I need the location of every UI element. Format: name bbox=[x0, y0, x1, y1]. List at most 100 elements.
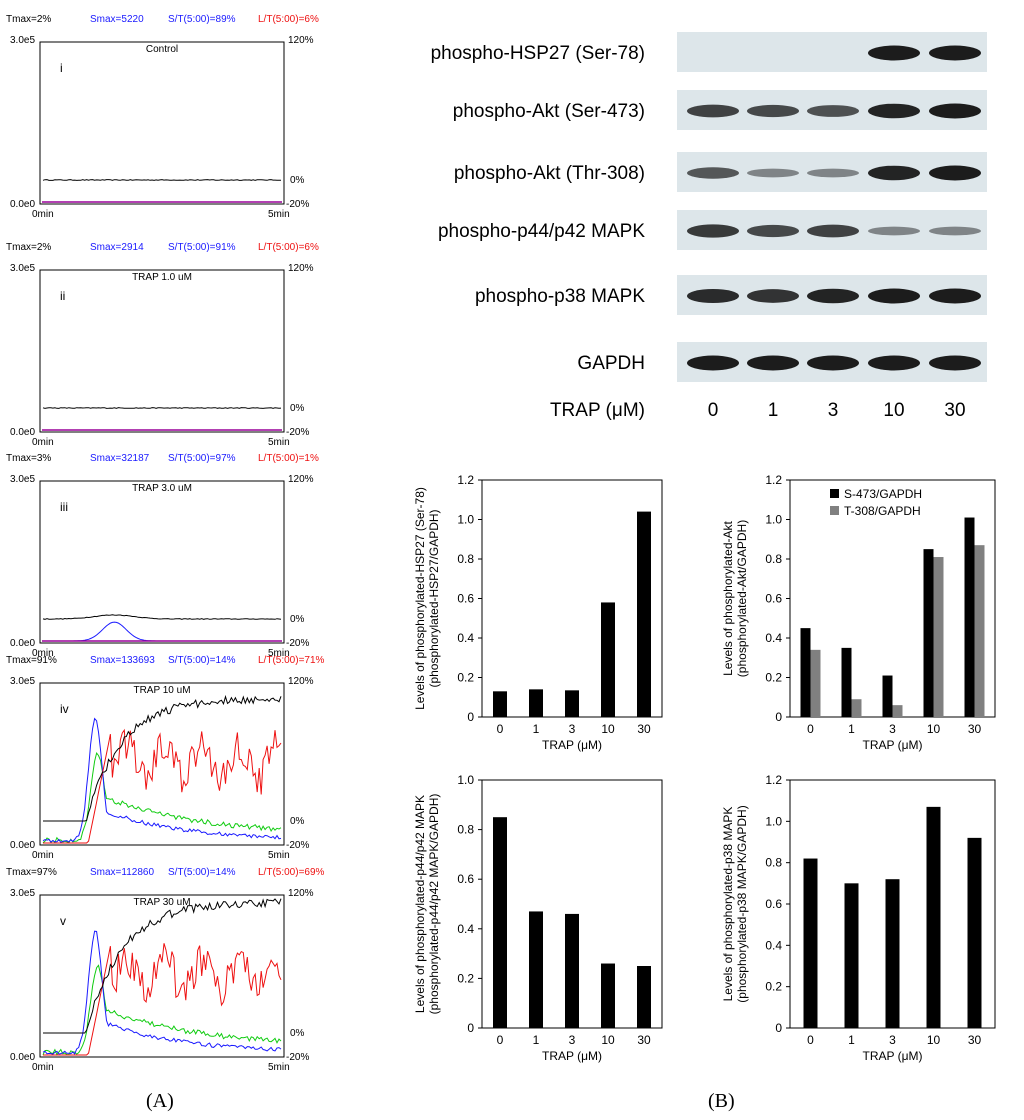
chart2-xlabel: TRAP (μM) bbox=[862, 738, 922, 752]
chart1-frame bbox=[481, 479, 663, 718]
agg-trace-red-5 bbox=[43, 943, 282, 1056]
blot-band-4-3 bbox=[807, 224, 859, 238]
chart3-xtick-1: 0 bbox=[497, 1033, 504, 1047]
agg-frame-2 bbox=[39, 269, 285, 433]
chart3-xtick-3: 3 bbox=[569, 1033, 576, 1047]
chart4-ytick-4: 0.6 bbox=[765, 897, 782, 911]
agg-rtop-2: 120% bbox=[288, 263, 314, 274]
chart3-ytick-6: 1.0 bbox=[457, 773, 474, 787]
chart3-ylabel-1: Levels of phosphorylated-p44/p42 MAPK bbox=[413, 795, 427, 1013]
chart2-bar-T-308/GAPDH-4 bbox=[933, 557, 944, 717]
agg-st-4: S/T(5:00)=14% bbox=[168, 655, 236, 666]
chart4-xtick-3: 3 bbox=[889, 1033, 896, 1047]
blot-band-3-1 bbox=[687, 167, 739, 179]
blot-label-3: phospho-Akt (Thr-308) bbox=[454, 163, 645, 184]
blot-conc-4: 10 bbox=[883, 400, 904, 421]
chart4-ytick-1: 0 bbox=[775, 1021, 782, 1035]
chart2-bar-S-473/GAPDH-5 bbox=[964, 517, 975, 717]
agg-trace-blue-4 bbox=[42, 717, 282, 844]
chart1-xtick-1: 0 bbox=[497, 722, 504, 736]
agg-rzero-1: 0% bbox=[290, 175, 305, 186]
blot-band-6-2 bbox=[747, 355, 799, 371]
agg-rtop-4: 120% bbox=[288, 676, 314, 687]
chart4-bar-5 bbox=[967, 837, 982, 1028]
blot-conc-2: 1 bbox=[768, 400, 779, 421]
blot-band-2-3 bbox=[807, 105, 859, 117]
chart4-xtick-4: 10 bbox=[927, 1033, 941, 1047]
agg-title-1: Control bbox=[146, 44, 178, 55]
agg-xstart-4: 0min bbox=[32, 850, 54, 861]
blot-band-6-5 bbox=[929, 355, 981, 371]
chart4-ytick-2: 0.2 bbox=[765, 980, 782, 994]
agg-roman-1: i bbox=[60, 61, 63, 75]
agg-lt-4: L/T(5:00)=71% bbox=[258, 655, 325, 666]
blot-band-6-3 bbox=[807, 355, 859, 371]
blot-conc-3: 3 bbox=[828, 400, 839, 421]
agg-st-2: S/T(5:00)=91% bbox=[168, 242, 236, 253]
agg-trace-black-1 bbox=[42, 179, 282, 181]
agg-rzero-4: 0% bbox=[290, 816, 305, 827]
blot-trap-label: TRAP (μM) bbox=[550, 400, 645, 421]
blot-band-4-1 bbox=[687, 224, 739, 238]
chart2-legend-swatch-1 bbox=[830, 489, 839, 498]
agg-roman-2: ii bbox=[60, 289, 65, 303]
chart2-bar-T-308/GAPDH-1 bbox=[810, 649, 821, 717]
chart2-bar-S-473/GAPDH-3 bbox=[882, 675, 893, 717]
blot-label-6: GAPDH bbox=[577, 353, 645, 374]
blot-band-6-4 bbox=[868, 355, 920, 371]
blot-band-1-4 bbox=[868, 45, 920, 61]
blot-band-1-5 bbox=[929, 45, 981, 61]
blot-band-5-5 bbox=[929, 288, 981, 304]
blot-label-2: phospho-Akt (Ser-473) bbox=[453, 101, 645, 122]
chart1-bar-3 bbox=[565, 690, 579, 717]
agg-smax-4: Smax=133693 bbox=[90, 655, 155, 666]
agg-xend-5: 5min bbox=[268, 1062, 290, 1073]
chart3-xtick-2: 1 bbox=[533, 1033, 540, 1047]
agg-tmax-5: Tmax=97% bbox=[6, 867, 57, 878]
chart4-ytick-5: 0.8 bbox=[765, 856, 782, 870]
agg-smax-2: Smax=2914 bbox=[90, 242, 144, 253]
chart1-ytick-5: 0.8 bbox=[457, 552, 474, 566]
chart2-ytick-7: 1.2 bbox=[765, 473, 782, 487]
agg-frame-5 bbox=[39, 894, 285, 1058]
blot-conc-1: 0 bbox=[708, 400, 719, 421]
chart1-xtick-2: 1 bbox=[533, 722, 540, 736]
blot-band-3-2 bbox=[747, 168, 799, 178]
agg-rbot-4: -20% bbox=[286, 840, 309, 851]
chart4-ytick-3: 0.4 bbox=[765, 938, 782, 952]
chart3-ylabel-2: (phosphorylated-p44/p42 MAPK/GAPDH) bbox=[427, 794, 441, 1015]
agg-rtop-5: 120% bbox=[288, 888, 314, 899]
chart4-xtick-2: 1 bbox=[848, 1033, 855, 1047]
agg-ytop-4: 3.0e5 bbox=[10, 676, 35, 687]
chart4-bar-2 bbox=[844, 883, 859, 1028]
chart3-xtick-5: 30 bbox=[637, 1033, 651, 1047]
agg-tmax-4: Tmax=91% bbox=[6, 655, 57, 666]
agg-st-3: S/T(5:00)=97% bbox=[168, 453, 236, 464]
agg-rbot-3: -20% bbox=[286, 638, 309, 649]
agg-rtop-1: 120% bbox=[288, 35, 314, 46]
chart4-ytick-7: 1.2 bbox=[765, 773, 782, 787]
agg-trace-black-5 bbox=[43, 898, 282, 1034]
chart4-bar-3 bbox=[885, 879, 900, 1028]
chart3-ytick-5: 0.8 bbox=[457, 823, 474, 837]
chart3-bar-5 bbox=[637, 966, 651, 1028]
chart3-ytick-3: 0.4 bbox=[457, 922, 474, 936]
chart4-ylabel-2: (phosphorylated-p38 MAPK/GAPDH) bbox=[735, 805, 749, 1002]
blot-band-5-4 bbox=[868, 288, 920, 304]
chart3-ytick-4: 0.6 bbox=[457, 872, 474, 886]
agg-smax-5: Smax=112860 bbox=[90, 867, 154, 878]
agg-xend-3: 5min bbox=[268, 648, 290, 659]
blot-band-4-2 bbox=[747, 224, 799, 238]
agg-trace-black-3 bbox=[42, 614, 282, 620]
agg-title-3: TRAP 3.0 uM bbox=[132, 483, 192, 494]
blot-band-3-3 bbox=[807, 168, 859, 178]
agg-title-5: TRAP 30 uM bbox=[133, 897, 190, 908]
agg-xend-4: 5min bbox=[268, 850, 290, 861]
agg-trace-black-2 bbox=[42, 407, 282, 409]
chart2-legend-label-2: T-308/GAPDH bbox=[844, 504, 921, 518]
chart4-ytick-6: 1.0 bbox=[765, 814, 782, 828]
agg-tmax-3: Tmax=3% bbox=[6, 453, 51, 464]
chart1-ytick-7: 1.2 bbox=[457, 473, 474, 487]
agg-tmax-2: Tmax=2% bbox=[6, 242, 51, 253]
agg-xstart-2: 0min bbox=[32, 437, 54, 448]
